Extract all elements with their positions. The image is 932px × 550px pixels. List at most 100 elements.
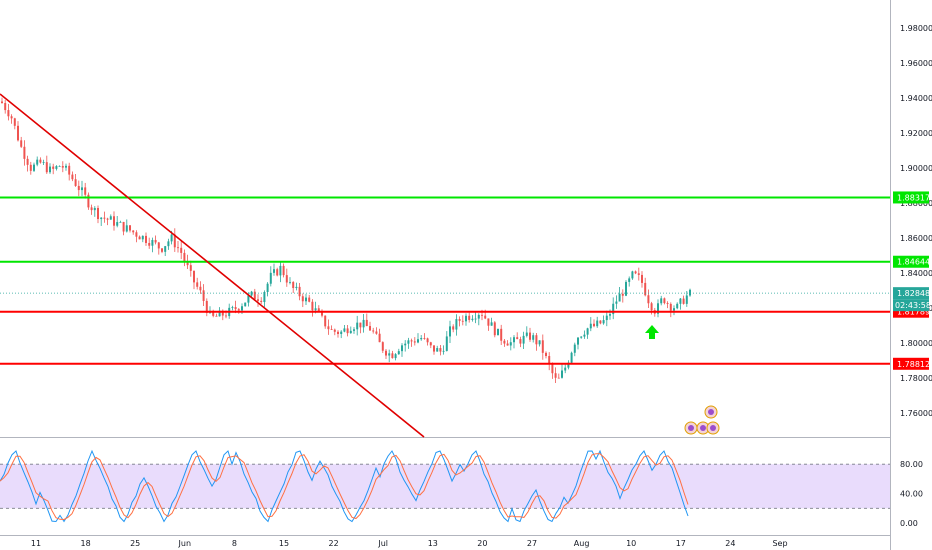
- candle-body: [420, 337, 423, 340]
- chart-grid: [0, 0, 891, 550]
- candle-body: [177, 247, 179, 249]
- candle-body: [513, 337, 515, 343]
- candle-body: [455, 319, 458, 330]
- candle-body: [330, 329, 333, 330]
- emoji-badge-icon[interactable]: [706, 421, 720, 435]
- candle-body: [477, 314, 480, 319]
- time-tick-label: 22: [329, 539, 339, 548]
- candle-body: [644, 282, 647, 296]
- level-label-text: 1.84644: [897, 258, 930, 267]
- horizontal-levels[interactable]: [0, 196, 890, 365]
- candle-body: [637, 273, 640, 275]
- level-label-text: 1.88317: [897, 193, 930, 202]
- candle-body: [193, 270, 195, 283]
- current-price-text: 1.82848: [897, 289, 930, 298]
- time-tick-label: Jul: [377, 539, 388, 548]
- price-tick-label: 1.96000: [900, 59, 932, 68]
- candle-body: [404, 343, 407, 346]
- candle-body: [221, 310, 224, 316]
- candle-body: [279, 265, 282, 276]
- downtrend-line[interactable]: [0, 93, 425, 438]
- candle-body: [487, 318, 490, 326]
- candle-body: [260, 300, 263, 303]
- candle-body: [484, 315, 487, 319]
- candle-body: [333, 329, 336, 332]
- candle-body: [445, 336, 448, 351]
- candle-body: [13, 118, 16, 126]
- trendline[interactable]: [0, 93, 425, 438]
- candle-body: [81, 187, 83, 191]
- candle-body: [557, 377, 560, 379]
- candle-body: [321, 311, 323, 316]
- badge-face: [688, 425, 694, 431]
- candle-body: [154, 239, 157, 243]
- candle-body: [663, 298, 666, 304]
- candle-body: [10, 116, 13, 119]
- candle-body: [468, 315, 471, 320]
- candle-body: [269, 272, 272, 284]
- time-axis[interactable]: 11 18 25 Jun 8 15 22 Jul 13 20 27 Aug 10 17 24 Sep: [31, 539, 788, 548]
- level-label-box: [893, 191, 929, 204]
- candle-body: [471, 318, 474, 320]
- candle-body: [458, 319, 461, 321]
- level-price-label: 1.84644: [893, 255, 930, 268]
- candle-body: [429, 342, 432, 346]
- candle-body: [356, 322, 359, 330]
- candle-body: [273, 269, 275, 273]
- stochastic-oscillator: [0, 449, 689, 523]
- candle-body: [151, 239, 154, 246]
- candle-body: [164, 246, 167, 252]
- candle-body: [503, 340, 506, 344]
- price-tick-label: 1.92000: [900, 129, 932, 138]
- candle-body: [45, 162, 48, 173]
- level-price-label: 1.88317: [893, 191, 930, 204]
- candle-body: [618, 293, 621, 302]
- candle-body: [285, 275, 288, 283]
- candle-body: [615, 301, 618, 304]
- candle-body: [218, 310, 221, 317]
- candle-body: [570, 352, 573, 363]
- candle-body: [666, 303, 669, 304]
- candle-body: [554, 373, 557, 378]
- candle-body: [215, 315, 218, 317]
- stochastic-k-line: [0, 449, 689, 523]
- candle-body: [657, 303, 659, 314]
- candle-body: [433, 345, 435, 352]
- current-price-label: 1.82848 02:43:58: [893, 287, 931, 312]
- candle-body: [61, 166, 64, 168]
- candle-body: [612, 303, 615, 315]
- candle-body: [58, 166, 61, 167]
- candle-body: [538, 340, 541, 345]
- candle-body: [660, 298, 663, 304]
- emoji-badge-icon[interactable]: [704, 405, 718, 419]
- candle-body: [580, 336, 583, 338]
- candle-body: [375, 331, 378, 334]
- price-tick-label: 1.98000: [900, 24, 932, 33]
- candle-body: [682, 298, 685, 304]
- time-tick-label: 20: [477, 539, 487, 548]
- candle-body: [564, 367, 567, 371]
- candle-body: [567, 362, 570, 368]
- candle-body: [346, 328, 349, 334]
- price-labels: 1.88317 1.84644 1.81789 1.78812 1.82848 02:43…: [893, 191, 931, 370]
- time-tick-label: 27: [527, 539, 537, 548]
- candle-body: [628, 278, 631, 282]
- candle-body: [167, 241, 170, 247]
- price-tick-label: 1.94000: [900, 94, 932, 103]
- candle-body: [548, 356, 551, 365]
- emoji-badge-icon[interactable]: [696, 421, 710, 435]
- candle-body: [77, 185, 80, 191]
- candle-body: [314, 308, 317, 311]
- candle-body: [497, 328, 499, 336]
- candle-body: [244, 302, 247, 307]
- candle-body: [426, 338, 429, 343]
- candle-body: [103, 217, 106, 219]
- candle-body: [308, 297, 311, 302]
- candle-body: [561, 370, 563, 378]
- annotations: [645, 325, 720, 435]
- candle-body: [413, 341, 416, 343]
- candle-body: [148, 242, 151, 246]
- emoji-badge-icon[interactable]: [684, 421, 698, 435]
- candle-body: [23, 146, 26, 159]
